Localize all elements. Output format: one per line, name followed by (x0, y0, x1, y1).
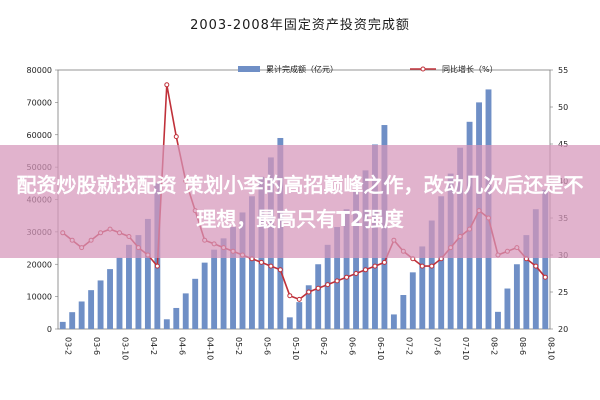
legend-bar-label: 累计完成额（亿元） (266, 64, 338, 74)
investment-bar (88, 290, 95, 329)
y-right-tick-label: 50 (558, 103, 568, 112)
investment-bar (438, 196, 445, 329)
y-right-tick-label: 45 (558, 140, 568, 149)
promo-overlay-banner: 配资炒股就找配资 策划小李的高招巅峰之作，改动几次后还是不理想，最高只有T2强度 (0, 145, 600, 258)
x-tick-label: 05-10 (291, 337, 300, 360)
growth-point (315, 285, 321, 291)
legend-bar-swatch (238, 66, 260, 72)
x-tick-label: 06-6 (348, 337, 357, 355)
x-tick-label: 07-10 (461, 337, 470, 360)
growth-point (154, 263, 160, 269)
x-tick-label: 03-6 (92, 337, 101, 355)
investment-bar (390, 314, 397, 329)
investment-bar (201, 262, 208, 329)
investment-bar (419, 246, 426, 329)
investment-bar (532, 209, 539, 329)
investment-bar (116, 257, 123, 329)
investment-bar (504, 288, 511, 329)
y-left-tick-label: 10000 (27, 293, 52, 302)
x-tick-label: 04-6 (177, 337, 186, 355)
investment-bar (144, 218, 151, 329)
growth-point (363, 267, 368, 273)
investment-bar (59, 321, 66, 329)
investment-bar (78, 301, 85, 329)
x-tick-label: 05-6 (262, 337, 271, 355)
growth-point (372, 263, 378, 269)
investment-bar (523, 235, 530, 329)
growth-point (542, 274, 548, 280)
x-tick-label: 04-2 (149, 337, 158, 355)
y-left-tick-label: 20000 (27, 260, 52, 269)
x-tick-label: 08-2 (490, 337, 499, 355)
x-tick-label: 06-10 (376, 337, 385, 360)
investment-bar (495, 311, 501, 329)
growth-point (334, 278, 340, 284)
investment-bar (353, 191, 359, 329)
investment-bar (211, 249, 218, 329)
y-right-tick-label: 25 (558, 288, 568, 297)
y-left-tick-label: 60000 (27, 131, 52, 140)
growth-point (533, 263, 539, 269)
investment-bar (182, 293, 189, 329)
investment-bar (334, 227, 341, 329)
investment-bar (239, 212, 246, 329)
growth-point (258, 259, 264, 265)
y-right-tick-label: 55 (558, 66, 568, 75)
x-tick-label: 03-2 (64, 337, 73, 355)
growth-point (353, 271, 359, 276)
investment-bar (513, 264, 520, 329)
legend-line-marker (420, 66, 426, 72)
growth-point (306, 289, 312, 295)
growth-point (287, 293, 293, 299)
investment-bar (107, 269, 113, 329)
growth-point (325, 282, 331, 288)
investment-bar (97, 280, 104, 329)
investment-bar (126, 244, 132, 329)
x-tick-label: 08-6 (518, 337, 527, 355)
y-left-tick-label: 70000 (27, 98, 52, 107)
investment-bar (409, 272, 416, 329)
promo-overlay-text: 配资炒股就找配资 策划小李的高招巅峰之作，改动几次后还是不理想，最高只有T2强度 (16, 172, 584, 231)
investment-bar (192, 278, 199, 329)
growth-point (381, 259, 387, 265)
growth-point (268, 263, 274, 269)
growth-point (429, 263, 435, 269)
investment-bar (69, 312, 76, 329)
investment-bar (173, 307, 180, 329)
investment-bar (220, 238, 227, 329)
growth-point (173, 134, 179, 140)
investment-bar (542, 189, 549, 329)
growth-point (419, 263, 425, 269)
x-tick-label: 03-10 (121, 337, 130, 360)
x-tick-label: 07-2 (404, 337, 413, 355)
legend: 累计完成额（亿元） 同比增长（%） (238, 64, 498, 74)
growth-point (164, 82, 170, 88)
y-left-tick-label: 0 (47, 325, 52, 334)
x-tick-label: 06-2 (319, 337, 328, 355)
growth-point (296, 296, 302, 302)
investment-bar (249, 196, 255, 329)
investment-bar (163, 319, 170, 329)
investment-bar (315, 264, 322, 329)
growth-point (277, 267, 283, 273)
investment-bar (343, 209, 350, 329)
investment-bar (428, 220, 435, 329)
investment-bar (296, 302, 303, 329)
x-tick-label: 05-2 (234, 337, 243, 355)
y-right-tick-label: 20 (558, 325, 568, 334)
investment-bar (230, 227, 236, 329)
investment-bar (135, 235, 142, 329)
investment-bar (286, 317, 293, 329)
investment-bar (400, 295, 407, 329)
chart-title: 2003-2008年固定资产投资完成额 (190, 18, 410, 33)
x-tick-label: 04-10 (206, 337, 215, 360)
x-tick-label: 07-6 (433, 337, 442, 355)
legend-line-label: 同比增长（%） (442, 64, 498, 74)
investment-bar (305, 285, 312, 329)
growth-point (344, 274, 350, 280)
y-left-tick-label: 80000 (27, 66, 52, 75)
x-tick-label: 08-10 (546, 337, 555, 360)
